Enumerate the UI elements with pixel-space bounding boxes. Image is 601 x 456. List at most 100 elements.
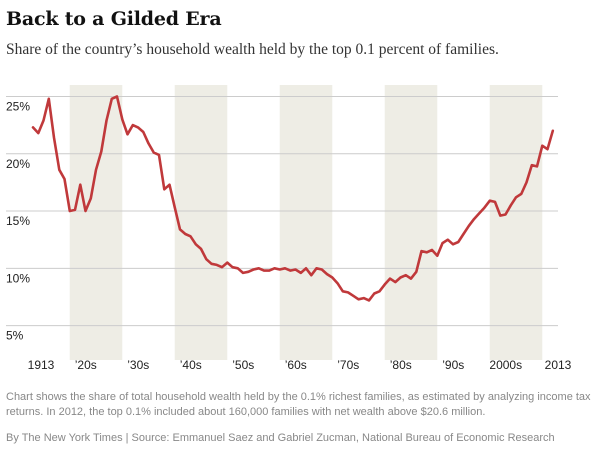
data-point (320, 268, 323, 271)
data-point (347, 291, 349, 294)
data-point (415, 270, 418, 273)
data-point (504, 213, 507, 216)
data-point (121, 118, 124, 121)
data-point (520, 192, 523, 195)
x-tick-label: ’90s (442, 358, 464, 372)
data-point (499, 214, 502, 217)
data-point (105, 119, 108, 122)
data-point (394, 281, 397, 283)
series-line (31, 95, 555, 302)
decade-band-1980 (384, 85, 438, 360)
data-point (452, 243, 454, 246)
data-point (53, 136, 55, 139)
data-point (32, 126, 34, 129)
x-tick-label: ’20s (75, 358, 97, 372)
data-point (242, 272, 244, 274)
data-point (42, 119, 45, 122)
data-point (399, 276, 402, 279)
data-point (462, 233, 465, 235)
data-point (215, 263, 218, 266)
data-point (515, 196, 517, 199)
data-point (147, 142, 150, 145)
data-point (273, 267, 276, 270)
data-point (546, 148, 549, 151)
data-point (89, 197, 92, 200)
data-point (247, 270, 250, 273)
y-axis-labels: 5% 10% 15% 20% 25% (6, 99, 30, 342)
x-tick-label: 2013 (545, 358, 572, 372)
data-point (536, 165, 538, 168)
data-point (284, 267, 286, 270)
decade-band-1920 (69, 85, 123, 360)
data-point (368, 299, 370, 302)
data-point (383, 283, 386, 286)
data-point (74, 208, 76, 211)
data-point (404, 274, 407, 277)
data-point (389, 277, 391, 280)
data-point (158, 153, 160, 156)
data-point (200, 247, 202, 250)
x-tick-label: 1913 (28, 358, 55, 372)
decade-band-2000 (489, 85, 543, 360)
data-point (58, 168, 61, 171)
data-point (163, 188, 166, 191)
x-tick-label: ’50s (232, 358, 254, 372)
data-point (299, 272, 302, 274)
decade-bands (69, 85, 543, 360)
y-tick-label: 10% (6, 271, 30, 285)
data-point (362, 297, 365, 300)
data-point (341, 290, 344, 293)
data-point (331, 276, 334, 279)
data-point (226, 261, 229, 264)
data-point (47, 97, 50, 100)
series-layer (31, 95, 555, 302)
data-point (441, 242, 444, 245)
data-point (431, 249, 433, 251)
data-point (100, 150, 103, 153)
x-tick-label: ’70s (337, 358, 359, 372)
data-point (110, 97, 113, 100)
data-point (410, 277, 412, 280)
gridlines (6, 95, 558, 327)
data-point (310, 274, 313, 277)
data-point (263, 269, 265, 272)
data-point (173, 206, 176, 209)
data-point (551, 129, 554, 132)
data-point (478, 212, 481, 215)
data-point (95, 168, 97, 171)
data-point (420, 250, 423, 253)
data-point (488, 199, 491, 202)
y-tick-label: 5% (6, 329, 24, 343)
data-point (425, 251, 428, 254)
data-point (236, 267, 239, 270)
data-point (131, 124, 134, 127)
data-point (483, 206, 486, 209)
data-point (210, 262, 213, 265)
chart-subtitle: Share of the country’s household wealth … (6, 41, 499, 58)
line-chart: 5% 10% 15% 20% 25% 1913 ’20s ’30s ’40s ’50s ’60s ’… (6, 85, 572, 372)
decade-band-1940 (174, 85, 228, 360)
data-point (84, 210, 87, 212)
data-point (221, 266, 223, 269)
data-point (126, 133, 129, 136)
chart-caption: Chart shows the share of total household… (6, 391, 591, 418)
data-point (194, 243, 197, 246)
data-point (494, 200, 496, 203)
data-point (63, 178, 66, 180)
data-point (37, 132, 40, 135)
data-point (137, 126, 139, 129)
data-point (294, 268, 297, 271)
data-point (168, 183, 171, 186)
data-point (446, 238, 449, 241)
chart-title: Back to a Gilded Era (6, 8, 222, 30)
source-credit: By The New York Times | Source: Emmanuel… (6, 432, 555, 444)
x-tick-label: ’30s (127, 358, 149, 372)
data-point (278, 268, 281, 271)
x-tick-label: ’80s (390, 358, 412, 372)
y-tick-label: 20% (6, 157, 30, 171)
data-point (179, 228, 181, 231)
data-point (509, 204, 512, 207)
data-point (79, 183, 82, 186)
decade-band-1960 (279, 85, 333, 360)
data-point (116, 95, 118, 98)
